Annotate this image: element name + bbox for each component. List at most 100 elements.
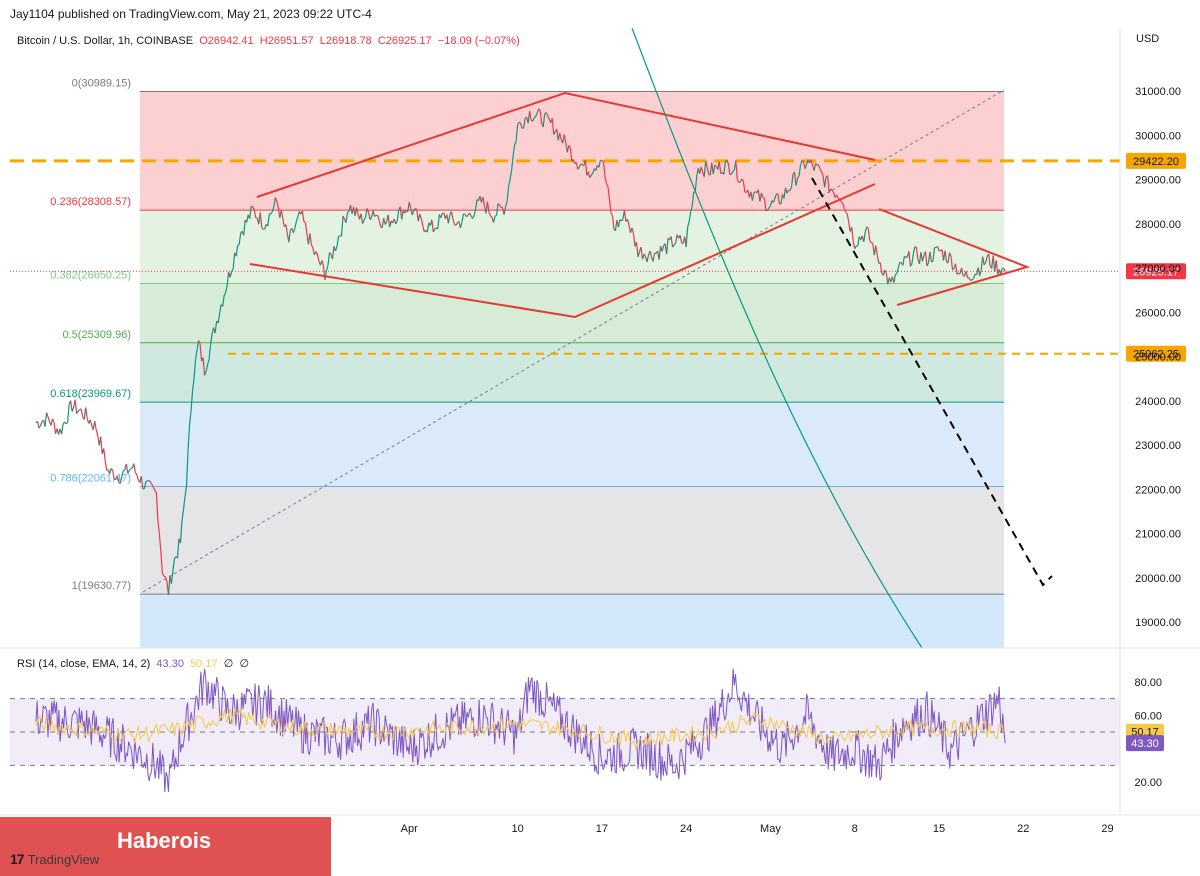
price-candle <box>486 201 490 213</box>
price-candle <box>628 224 632 233</box>
price-candle <box>95 429 99 436</box>
price-candle <box>45 412 49 418</box>
time-tick-label: 24 <box>680 823 692 835</box>
rsi-line <box>35 668 1006 793</box>
price-candle <box>696 168 699 177</box>
price-candle <box>608 198 612 213</box>
fibonacci-retracement: 0(30989.15) 0.236(28308.57) 0.382(26650.25… <box>50 77 1005 648</box>
price-candle <box>345 212 349 223</box>
price-candle <box>556 128 559 141</box>
rsi-title[interactable]: RSI (14, close, EMA, 14, 2) <box>17 658 151 670</box>
price-candle <box>60 423 64 435</box>
fib-level-label: 0.5(25309.96) <box>63 329 132 341</box>
price-tick-label: 23000.00 <box>1135 440 1181 452</box>
price-candle <box>369 216 373 220</box>
price-candle <box>830 188 833 191</box>
price-candle <box>77 409 80 412</box>
price-candle <box>309 233 313 246</box>
price-candle <box>44 412 48 427</box>
price-candle <box>374 214 377 217</box>
price-candle <box>532 117 535 122</box>
price-candle <box>510 155 514 171</box>
current-price-tag <box>1126 263 1186 280</box>
price-candle <box>199 343 203 362</box>
price-candle <box>155 492 159 521</box>
price-candle <box>772 197 776 203</box>
publish-line: Jay1104 published on TradingView.com, Ma… <box>10 7 372 21</box>
price-candle <box>566 145 570 153</box>
ohlc-open: O26942.41 <box>199 35 254 47</box>
pattern-trendline <box>249 183 876 319</box>
price-candle <box>217 313 221 324</box>
price-candle <box>960 267 964 277</box>
ohlc-high: H26951.57 <box>259 35 314 47</box>
price-candle <box>863 231 866 242</box>
price-candle <box>47 416 51 422</box>
price-candle <box>252 206 255 211</box>
price-candle <box>765 209 768 212</box>
currency-label: USD <box>1136 33 1160 45</box>
price-candle <box>921 255 925 262</box>
price-candle <box>971 277 975 281</box>
time-tick-label: 29 <box>1101 823 1113 835</box>
time-tick-label: 8 <box>852 823 858 835</box>
tradingview-logo[interactable]: 17 TradingView <box>10 851 99 867</box>
price-candle <box>920 252 924 262</box>
price-candle <box>329 252 332 255</box>
ohlc-change: −18.09 (−0.07%) <box>437 35 520 47</box>
price-candle <box>658 245 662 260</box>
price-candle <box>67 404 70 423</box>
price-candle <box>688 211 692 222</box>
price-candle <box>461 213 465 223</box>
fib-trend-line <box>142 89 1005 593</box>
price-candle <box>434 227 437 230</box>
price-candle <box>325 265 329 271</box>
price-candle <box>763 198 767 211</box>
price-candle <box>238 232 242 245</box>
rsi-extra-1: ∅ <box>223 658 234 670</box>
price-candle <box>818 164 821 169</box>
price-candle <box>893 274 896 283</box>
fib-zone <box>140 283 1004 343</box>
price-candle <box>113 478 117 481</box>
price-candle <box>694 176 698 192</box>
price-candle <box>518 121 521 124</box>
price-candle <box>437 214 440 229</box>
price-candle <box>793 171 797 186</box>
price-candle <box>223 292 227 297</box>
time-tick-label: 10 <box>511 823 523 835</box>
price-candle <box>377 215 380 221</box>
price-candle <box>297 211 300 217</box>
price-candle <box>417 213 421 222</box>
price-candle <box>620 218 624 222</box>
price-candle <box>685 227 689 248</box>
price-candle <box>148 479 151 483</box>
price-candle <box>824 176 827 188</box>
fib-zone <box>140 594 1004 648</box>
price-candle <box>982 256 985 265</box>
price-candle <box>161 573 165 577</box>
price-candle <box>523 118 526 129</box>
price-candle <box>563 134 567 143</box>
symbol-name[interactable]: Bitcoin / U.S. Dollar, 1h, COINBASE <box>17 35 194 47</box>
price-candle <box>419 213 422 219</box>
price-candle <box>231 268 234 272</box>
time-tick-label: 15 <box>933 823 945 835</box>
price-candle <box>783 187 787 199</box>
price-candle <box>393 218 397 225</box>
price-candle <box>742 180 746 193</box>
price-candle <box>497 203 500 206</box>
price-candle <box>455 222 458 226</box>
price-candle <box>730 171 734 175</box>
rsi-ema-value: 50.17 <box>190 658 218 670</box>
price-candle <box>801 159 804 163</box>
price-candle <box>249 205 252 219</box>
price-candle <box>316 253 320 262</box>
price-candle <box>154 489 157 494</box>
price-candle <box>112 470 115 480</box>
price-candle <box>264 224 267 230</box>
price-candle <box>864 226 868 233</box>
price-candle <box>821 171 824 176</box>
price-candle <box>282 218 285 227</box>
